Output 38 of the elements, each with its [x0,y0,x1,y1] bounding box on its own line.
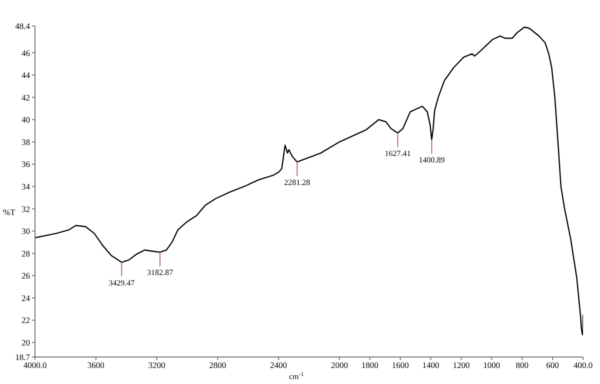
annotation: 3429.47 [108,278,135,288]
y-tick-label: 24 [22,292,31,303]
y-tick-label: 26 [22,270,30,281]
y-tick-label: 34 [22,182,31,192]
y-tick-label: 40 [22,114,30,125]
y-tick-label: 32 [22,204,30,214]
y-tick-label: 30 [22,226,30,236]
x-tick-label: 3600 [87,360,104,370]
x-tick-label: 600 [546,360,559,370]
y-tick-label: 36 [22,159,30,170]
x-axis-title: cm$^{-1}$ [289,372,304,381]
x-tick-label: 1400 [422,360,440,370]
y-tick-label: 48.4 [15,21,31,32]
y-axis-title: %T [3,207,16,217]
x-tick-label: 4000.0 [23,360,47,370]
y-tick-label: 22 [22,315,30,326]
annotation: 1400.89 [418,156,445,165]
x-tick-label: 2400 [270,360,288,370]
y-tick-label: 28 [22,248,30,258]
y-tick-label: 46 [22,48,30,58]
y-tick-label: 20 [22,338,30,348]
x-tick-label: 1200 [452,360,470,370]
x-tick-label: 800 [516,360,528,370]
x-tick-label: 1600 [392,360,409,370]
y-tick-label: 42 [22,92,30,102]
x-tick-label: 2000 [330,360,348,370]
y-tick-label: 38 [22,136,30,147]
y-tick-label: 44 [22,70,31,80]
annotation: 3182.87 [146,268,173,278]
annotation: 1627.41 [384,148,411,158]
x-tick-label: 1800 [361,360,378,370]
annotation: 2281.28 [284,178,310,187]
x-tick-label: 1000 [483,360,500,370]
y-tick-label: 18.7 [15,352,30,362]
line-series [35,26,583,336]
x-tick-label: 3200 [148,360,166,370]
x-tick-label: 2800 [209,360,226,370]
x-tick-label: 400.0 [573,360,593,370]
